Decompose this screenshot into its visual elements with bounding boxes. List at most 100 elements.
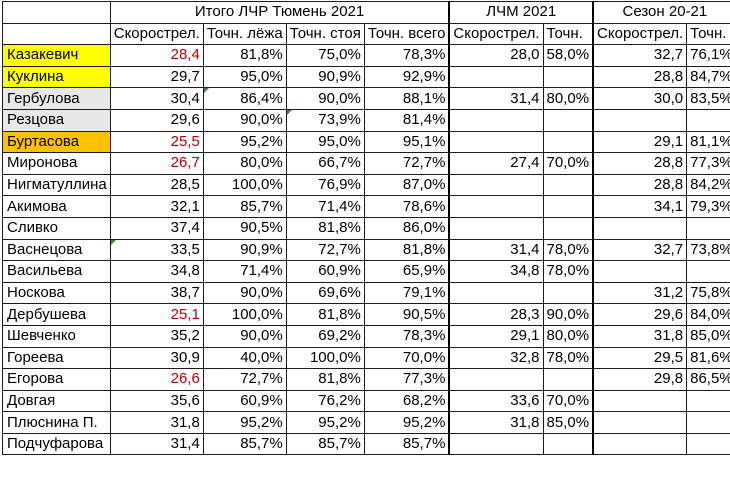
value-cell[interactable]: 90,0%	[202, 108, 287, 132]
athlete-name-cell[interactable]: Куклина	[2, 65, 111, 89]
group-header-lchm[interactable]: ЛЧМ 2021	[448, 1, 594, 24]
value-cell[interactable]: 81,8%	[285, 216, 365, 240]
value-cell[interactable]: 85,7%	[202, 195, 287, 218]
value-cell[interactable]: 60,9%	[285, 260, 365, 283]
column-header[interactable]: Скорострел.	[592, 22, 688, 46]
value-cell[interactable]: 31,8	[109, 411, 204, 434]
value-cell[interactable]: 29,1	[592, 130, 688, 154]
value-cell[interactable]: 58,0%	[542, 44, 594, 67]
value-cell[interactable]: 26,6	[109, 368, 204, 391]
value-cell[interactable]	[448, 195, 544, 218]
value-cell[interactable]: 71,4%	[202, 260, 287, 283]
value-cell[interactable]	[592, 260, 688, 283]
value-cell[interactable]: 78,0%	[542, 260, 594, 283]
value-cell[interactable]: 95,2%	[202, 130, 287, 154]
value-cell[interactable]: 29,8	[592, 368, 688, 391]
value-cell[interactable]: 28,3	[448, 303, 544, 326]
athlete-name-cell[interactable]: Казакевич	[2, 44, 111, 67]
athlete-name-cell[interactable]: Миронова	[2, 152, 111, 175]
value-cell[interactable]	[542, 368, 594, 391]
value-cell[interactable]: 92,9%	[363, 65, 450, 89]
value-cell[interactable]: 78,3%	[363, 44, 450, 67]
value-cell[interactable]: 78,3%	[363, 324, 450, 348]
value-cell[interactable]: 84,0%	[686, 303, 730, 326]
value-cell[interactable]: 29,5	[592, 346, 688, 370]
value-cell[interactable]: 70,0%	[542, 389, 594, 413]
value-cell[interactable]: 80,0%	[542, 87, 594, 110]
value-cell[interactable]: 76,1%	[686, 44, 730, 67]
athlete-name-cell[interactable]: Шевченко	[2, 324, 111, 348]
value-cell[interactable]: 86,4%	[202, 87, 287, 110]
value-cell[interactable]: 34,8	[109, 260, 204, 283]
value-cell[interactable]	[592, 411, 688, 434]
athlete-name-cell[interactable]: Резцова	[2, 108, 111, 132]
value-cell[interactable]: 33,5	[109, 238, 204, 262]
value-cell[interactable]: 32,8	[448, 346, 544, 370]
value-cell[interactable]: 90,0%	[285, 87, 365, 110]
value-cell[interactable]	[448, 108, 544, 132]
value-cell[interactable]: 83,5%	[686, 87, 730, 110]
value-cell[interactable]	[592, 432, 688, 456]
value-cell[interactable]: 95,0%	[285, 130, 365, 154]
value-cell[interactable]	[686, 260, 730, 283]
athlete-name-cell[interactable]: Носкова	[2, 281, 111, 305]
value-cell[interactable]: 76,9%	[285, 173, 365, 197]
value-cell[interactable]	[542, 65, 594, 89]
value-cell[interactable]: 28,8	[592, 152, 688, 175]
value-cell[interactable]: 31,4	[448, 238, 544, 262]
value-cell[interactable]: 81,4%	[363, 108, 450, 132]
value-cell[interactable]: 85,7%	[285, 432, 365, 456]
value-cell[interactable]: 38,7	[109, 281, 204, 305]
athlete-name-cell[interactable]: Гореева	[2, 346, 111, 370]
value-cell[interactable]	[542, 108, 594, 132]
value-cell[interactable]: 79,3%	[686, 195, 730, 218]
value-cell[interactable]: 78,0%	[542, 238, 594, 262]
value-cell[interactable]: 84,7%	[686, 65, 730, 89]
athlete-name-cell[interactable]: Нигматуллина	[2, 173, 111, 197]
value-cell[interactable]: 80,0%	[542, 324, 594, 348]
corner-cell[interactable]	[2, 1, 111, 24]
value-cell[interactable]: 29,1	[448, 324, 544, 348]
athlete-name-cell[interactable]: Акимова	[2, 195, 111, 218]
value-cell[interactable]: 100,0%	[285, 346, 365, 370]
column-header[interactable]	[2, 22, 111, 46]
value-cell[interactable]: 81,8%	[285, 368, 365, 391]
value-cell[interactable]	[686, 216, 730, 240]
value-cell[interactable]: 100,0%	[202, 303, 287, 326]
value-cell[interactable]: 32,7	[592, 238, 688, 262]
athlete-name-cell[interactable]: Плюснина П.	[2, 411, 111, 434]
value-cell[interactable]: 90,9%	[285, 65, 365, 89]
value-cell[interactable]: 60,9%	[202, 389, 287, 413]
value-cell[interactable]: 75,0%	[285, 44, 365, 67]
value-cell[interactable]: 86,0%	[363, 216, 450, 240]
value-cell[interactable]	[686, 108, 730, 132]
value-cell[interactable]: 34,1	[592, 195, 688, 218]
value-cell[interactable]	[448, 216, 544, 240]
value-cell[interactable]: 76,2%	[285, 389, 365, 413]
value-cell[interactable]: 73,8%	[686, 238, 730, 262]
value-cell[interactable]: 30,4	[109, 87, 204, 110]
value-cell[interactable]: 31,4	[109, 432, 204, 456]
value-cell[interactable]: 31,8	[592, 324, 688, 348]
value-cell[interactable]: 35,2	[109, 324, 204, 348]
value-cell[interactable]: 88,1%	[363, 87, 450, 110]
value-cell[interactable]: 85,0%	[542, 411, 594, 434]
value-cell[interactable]: 86,5%	[686, 368, 730, 391]
value-cell[interactable]: 95,2%	[202, 411, 287, 434]
value-cell[interactable]: 28,8	[592, 173, 688, 197]
value-cell[interactable]: 85,0%	[686, 324, 730, 348]
value-cell[interactable]	[542, 173, 594, 197]
value-cell[interactable]: 31,4	[448, 87, 544, 110]
value-cell[interactable]: 72,7%	[202, 368, 287, 391]
column-header[interactable]: Точн. всего	[363, 22, 450, 46]
value-cell[interactable]: 28,4	[109, 44, 204, 67]
value-cell[interactable]: 81,1%	[686, 130, 730, 154]
value-cell[interactable]: 35,6	[109, 389, 204, 413]
value-cell[interactable]: 90,9%	[202, 238, 287, 262]
value-cell[interactable]: 95,0%	[202, 65, 287, 89]
column-header[interactable]: Скорострел.	[448, 22, 544, 46]
value-cell[interactable]	[592, 108, 688, 132]
value-cell[interactable]: 25,1	[109, 303, 204, 326]
value-cell[interactable]: 90,5%	[363, 303, 450, 326]
value-cell[interactable]: 26,7	[109, 152, 204, 175]
